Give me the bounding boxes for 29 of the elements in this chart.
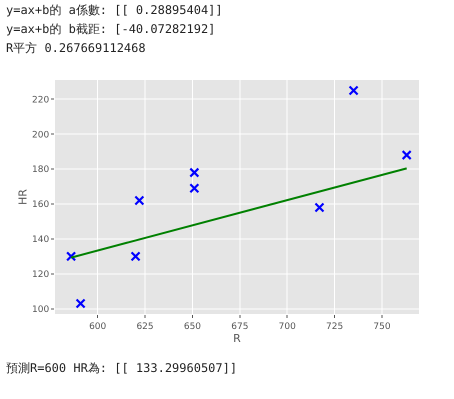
point bbox=[66, 251, 76, 262]
y-tick-label: 100 bbox=[32, 304, 50, 315]
y-tick-label: 160 bbox=[32, 200, 50, 210]
x-tick-label: 675 bbox=[231, 322, 248, 332]
point bbox=[348, 85, 359, 96]
x-tick-label: 700 bbox=[278, 322, 296, 332]
y-tick-label: 140 bbox=[32, 235, 50, 246]
x-tick-label: 600 bbox=[89, 322, 107, 332]
point bbox=[402, 150, 412, 160]
y-tick-label: 120 bbox=[32, 270, 50, 280]
y-tick-label: 220 bbox=[32, 95, 50, 106]
x-tick-label: 650 bbox=[184, 322, 202, 332]
y-tick-label: 200 bbox=[32, 130, 50, 140]
x-tick-label: 625 bbox=[136, 322, 154, 332]
x-tick-label: 725 bbox=[326, 322, 344, 332]
y-axis-title: HR bbox=[16, 188, 30, 205]
point bbox=[75, 298, 86, 309]
point bbox=[130, 251, 141, 262]
y-tick-label: 180 bbox=[32, 165, 50, 176]
text: y=ax+b的 b截距: [-40.07282192] bbox=[6, 22, 216, 36]
point bbox=[314, 202, 325, 213]
x-axis-title: R bbox=[233, 332, 242, 345]
text: y=ax+b的 a係數: [[ 0.28895404]] bbox=[6, 3, 223, 17]
point bbox=[134, 195, 144, 206]
text: R平方 0.267669112468 bbox=[6, 41, 146, 55]
point bbox=[189, 183, 200, 194]
x-tick-label: 750 bbox=[373, 322, 391, 332]
text: 預測R=600 HR為: [[ 133.29960507]] bbox=[6, 361, 238, 375]
point bbox=[189, 167, 200, 178]
